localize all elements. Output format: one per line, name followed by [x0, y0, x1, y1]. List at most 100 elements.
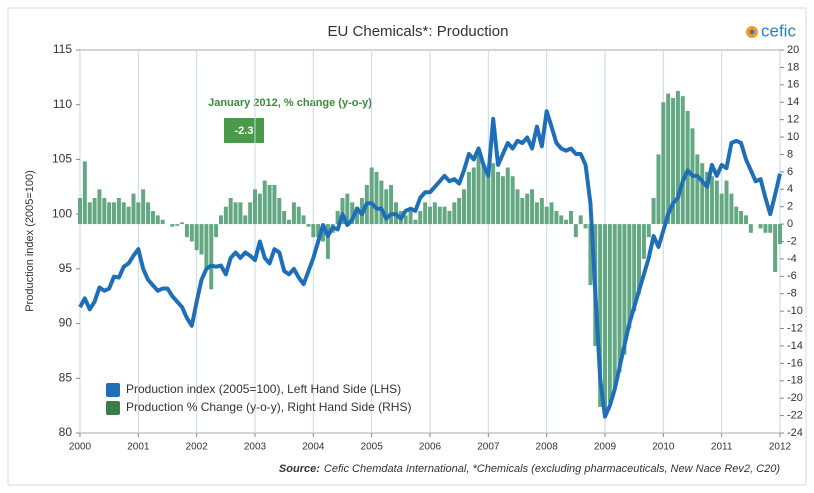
bar: [452, 202, 457, 225]
bar: [549, 202, 554, 225]
bar: [92, 197, 97, 225]
y2-tick-label: 12: [787, 114, 799, 126]
y2-tick-label: -22: [787, 409, 803, 421]
y2-tick-label: -12: [787, 322, 803, 334]
bar: [656, 154, 661, 225]
bar: [321, 224, 326, 242]
x-tick-label: 2000: [69, 442, 92, 453]
y2-tick-label: 18: [787, 61, 799, 73]
bar: [423, 202, 428, 225]
x-tick-label: 2004: [302, 442, 325, 453]
x-tick-label: 2003: [244, 442, 267, 453]
y-tick-label: 85: [59, 370, 73, 384]
bar: [141, 189, 146, 225]
annotation-box: [224, 118, 264, 143]
legend-swatch: [106, 383, 120, 397]
bar: [306, 224, 311, 227]
y2-tick-label: -2: [787, 235, 797, 247]
bar: [82, 161, 87, 225]
bar: [253, 189, 257, 225]
chart-frame: [7, 7, 807, 486]
x-tick-label: 2001: [127, 442, 150, 453]
bar: [627, 224, 632, 329]
bar: [340, 197, 345, 225]
bar: [428, 206, 432, 225]
bar: [384, 189, 389, 225]
bar: [530, 189, 535, 225]
logo: cefic: [746, 21, 796, 40]
bar: [442, 206, 447, 225]
bar: [126, 206, 131, 225]
bar: [578, 215, 583, 225]
bar: [116, 197, 121, 225]
bar: [544, 206, 549, 225]
chart-title: EU Chemicals*: Production: [328, 23, 509, 40]
y2-tick-label: 20: [787, 44, 799, 56]
bar: [734, 206, 739, 225]
bar: [311, 224, 316, 238]
bar: [413, 219, 418, 225]
bar: [175, 224, 180, 226]
logo-icon-center: [749, 29, 755, 35]
source-text: Cefic Chemdata International, *Chemicals…: [324, 463, 780, 475]
legend: Production index (2005=100), Left Hand S…: [106, 382, 411, 415]
bar: [496, 171, 501, 225]
annotation-title: January 2012, % change (y-o-y): [208, 97, 372, 109]
y-axis-label: Production index (2005=100): [24, 170, 36, 312]
bar: [709, 176, 714, 225]
bar: [345, 193, 350, 225]
y2-tick-label: 16: [787, 79, 799, 91]
bar: [301, 215, 306, 225]
bar: [379, 180, 384, 225]
bar: [510, 176, 515, 225]
bar: [447, 211, 452, 225]
legend-label: Production % Change (y-o-y), Right Hand …: [126, 400, 411, 414]
y-tick-label: 110: [53, 97, 72, 111]
line: [78, 109, 782, 419]
bar: [564, 219, 569, 225]
y-tick-label: 115: [53, 42, 72, 56]
bar: [617, 224, 622, 373]
bar: [515, 189, 520, 225]
bar: [267, 184, 272, 225]
bar: [622, 224, 627, 355]
bar: [705, 171, 710, 225]
y2-tick-label: -18: [787, 375, 803, 387]
bar: [481, 163, 486, 225]
bar: [695, 154, 700, 225]
bar: [457, 197, 462, 225]
y2-tick-label: -8: [787, 288, 797, 300]
bar: [102, 197, 107, 225]
bar: [554, 211, 559, 225]
bar: [612, 224, 617, 390]
bar: [763, 224, 768, 233]
bar: [136, 202, 141, 225]
y2-tick-label: -20: [787, 392, 803, 404]
bar: [296, 206, 301, 225]
x-tick-label: 2008: [536, 442, 559, 453]
bar: [462, 189, 467, 225]
bar: [291, 202, 296, 225]
bar: [768, 224, 773, 233]
bar: [588, 224, 593, 286]
y-tick-label: 105: [52, 152, 72, 166]
bar: [719, 193, 724, 225]
bar: [743, 215, 748, 225]
bar: [714, 180, 719, 225]
bar: [408, 211, 413, 225]
y2-tick-label: -16: [787, 357, 803, 369]
y-tick-label: 95: [59, 261, 73, 275]
bar: [214, 224, 219, 238]
bar: [282, 211, 287, 225]
bar: [700, 163, 705, 225]
x-tick-label: 2002: [186, 442, 209, 453]
bar: [573, 224, 578, 238]
bar: [112, 202, 117, 225]
bar: [87, 202, 92, 225]
y2-tick-label: -10: [787, 305, 803, 317]
bar: [729, 193, 734, 225]
bar: [389, 184, 394, 225]
legend-swatch: [106, 401, 120, 415]
bar: [146, 202, 151, 225]
